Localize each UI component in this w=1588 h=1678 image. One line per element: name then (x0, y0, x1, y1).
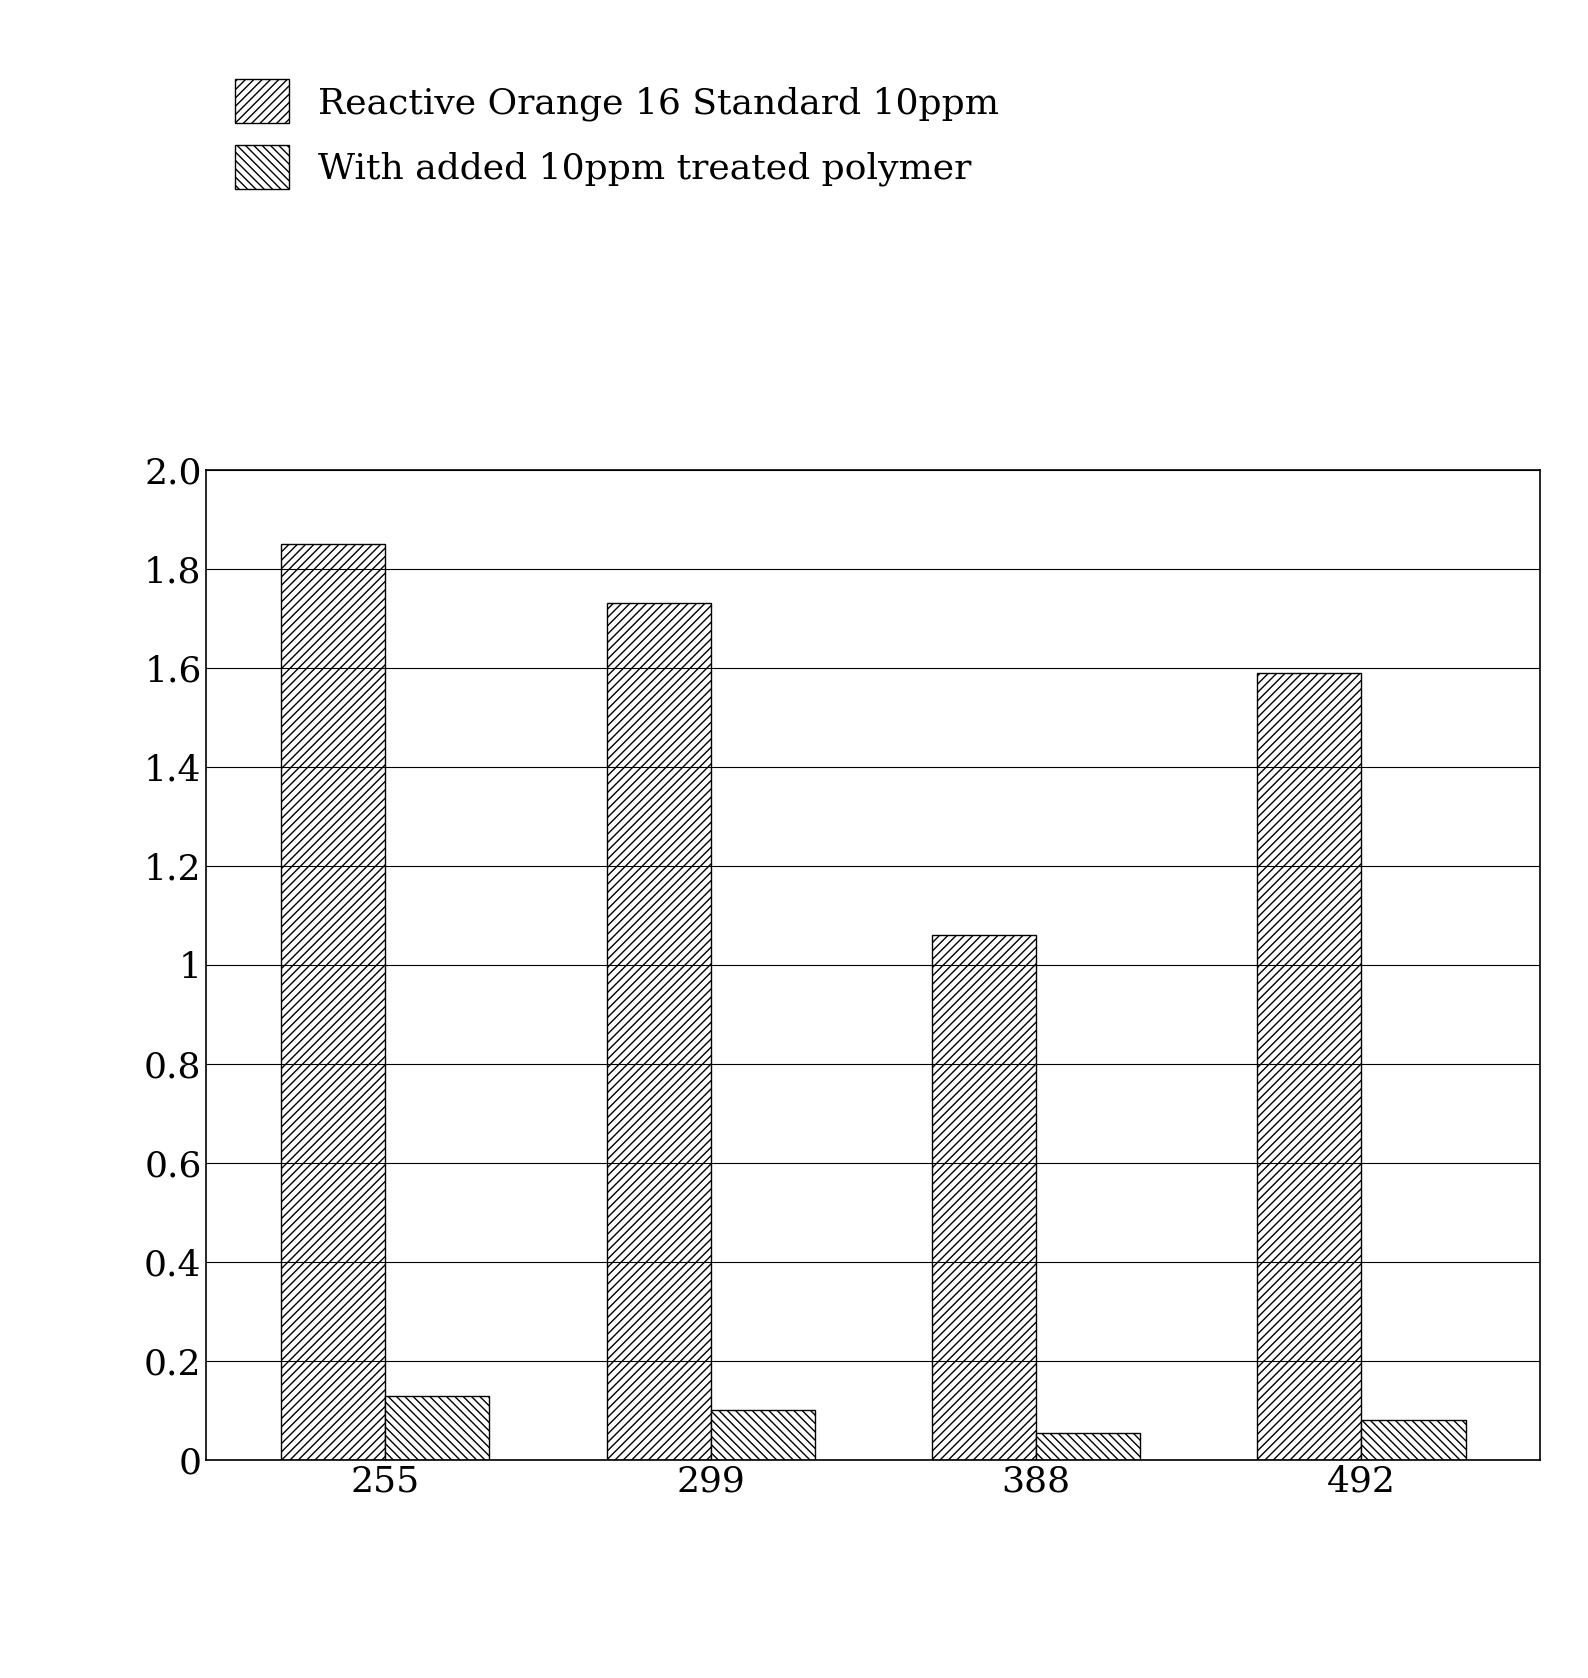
Bar (1361, 1420, 1466, 1460)
Bar (1258, 673, 1361, 1460)
Bar (1035, 1433, 1140, 1460)
Bar (607, 604, 711, 1460)
Legend: Reactive Orange 16 Standard 10ppm, With added 10ppm treated polymer: Reactive Orange 16 Standard 10ppm, With … (224, 69, 1010, 200)
Bar (932, 935, 1035, 1460)
Bar (386, 1396, 489, 1460)
Bar (711, 1410, 815, 1460)
Bar (281, 544, 386, 1460)
